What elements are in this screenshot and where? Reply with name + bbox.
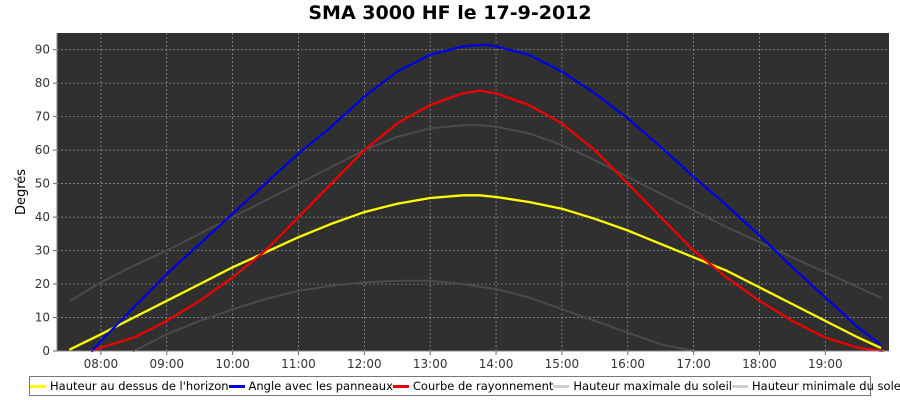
- x-tick-label: 08:00: [84, 357, 119, 371]
- legend-item: Courbe de rayonnement: [392, 379, 554, 393]
- legend-item: Hauteur maximale du soleil: [553, 379, 732, 393]
- legend-label: Angle avec les panneaux: [248, 379, 393, 393]
- y-tick-label: 80: [35, 76, 50, 90]
- plot-area: [57, 33, 889, 351]
- y-tick-label: 70: [35, 110, 50, 124]
- legend-swatch: [553, 384, 570, 388]
- x-tick-label: 16:00: [610, 357, 645, 371]
- x-tick-label: 09:00: [149, 357, 184, 371]
- x-tick-label: 11:00: [281, 357, 316, 371]
- legend-label: Hauteur minimale du soleil: [752, 379, 900, 393]
- chart-title: SMA 3000 HF le 17-9-2012: [308, 2, 592, 24]
- series-line-2: [90, 43, 882, 353]
- legend-label: Hauteur maximale du soleil: [573, 379, 732, 393]
- legend-label: Courbe de rayonnement: [412, 379, 554, 393]
- legend-item: Angle avec les panneaux: [228, 379, 393, 393]
- x-tick-label: 19:00: [808, 357, 843, 371]
- legend-label: Hauteur au dessus de l'horizon: [50, 379, 229, 393]
- axis-layer: 0 10 20 30 40 50 60 70 80 90 08:00 09:00 10:00 11:00 1…: [35, 33, 889, 371]
- legend-swatch: [732, 384, 748, 388]
- legend-item: Hauteur minimale du soleil: [732, 379, 900, 393]
- x-tick-label: 10:00: [215, 357, 250, 371]
- y-tick-label: 10: [35, 311, 50, 325]
- x-tick-label: 15:00: [545, 357, 580, 371]
- y-axis-title: Degrés: [14, 169, 29, 215]
- y-tick-label: 40: [35, 210, 50, 224]
- y-tick-label: 50: [35, 177, 50, 191]
- series-line-1: [69, 194, 882, 351]
- y-tick-label: 60: [35, 143, 50, 157]
- legend-swatch: [392, 384, 409, 388]
- y-tick-label: 0: [42, 344, 50, 358]
- legend: Hauteur au dessus de l'horizon Angle avec…: [29, 376, 900, 396]
- y-tick-label: 20: [35, 277, 50, 291]
- x-tick-label: 13:00: [413, 357, 448, 371]
- series-line-3: [90, 89, 884, 353]
- series-line-4: [69, 124, 882, 302]
- y-tick-label: 90: [35, 43, 50, 57]
- x-tick-label: 18:00: [742, 357, 777, 371]
- legend-swatch: [228, 384, 245, 388]
- legend-swatch: [30, 384, 46, 388]
- series-layer: [69, 43, 884, 353]
- x-tick-label: 17:00: [676, 357, 711, 371]
- legend-item: Hauteur au dessus de l'horizon: [30, 379, 229, 393]
- y-tick-label: 30: [35, 244, 50, 258]
- series-line-5: [132, 279, 695, 352]
- x-tick-label: 14:00: [479, 357, 514, 371]
- x-tick-label: 12:00: [347, 357, 382, 371]
